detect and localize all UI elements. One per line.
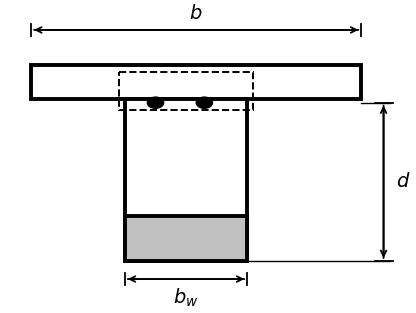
Polygon shape [125, 216, 247, 261]
Circle shape [196, 97, 213, 108]
Polygon shape [125, 99, 247, 261]
Text: $b$: $b$ [190, 4, 203, 23]
Text: $b_w$: $b_w$ [173, 287, 199, 309]
Circle shape [147, 97, 163, 108]
Polygon shape [31, 65, 361, 99]
Text: $d$: $d$ [396, 172, 410, 191]
